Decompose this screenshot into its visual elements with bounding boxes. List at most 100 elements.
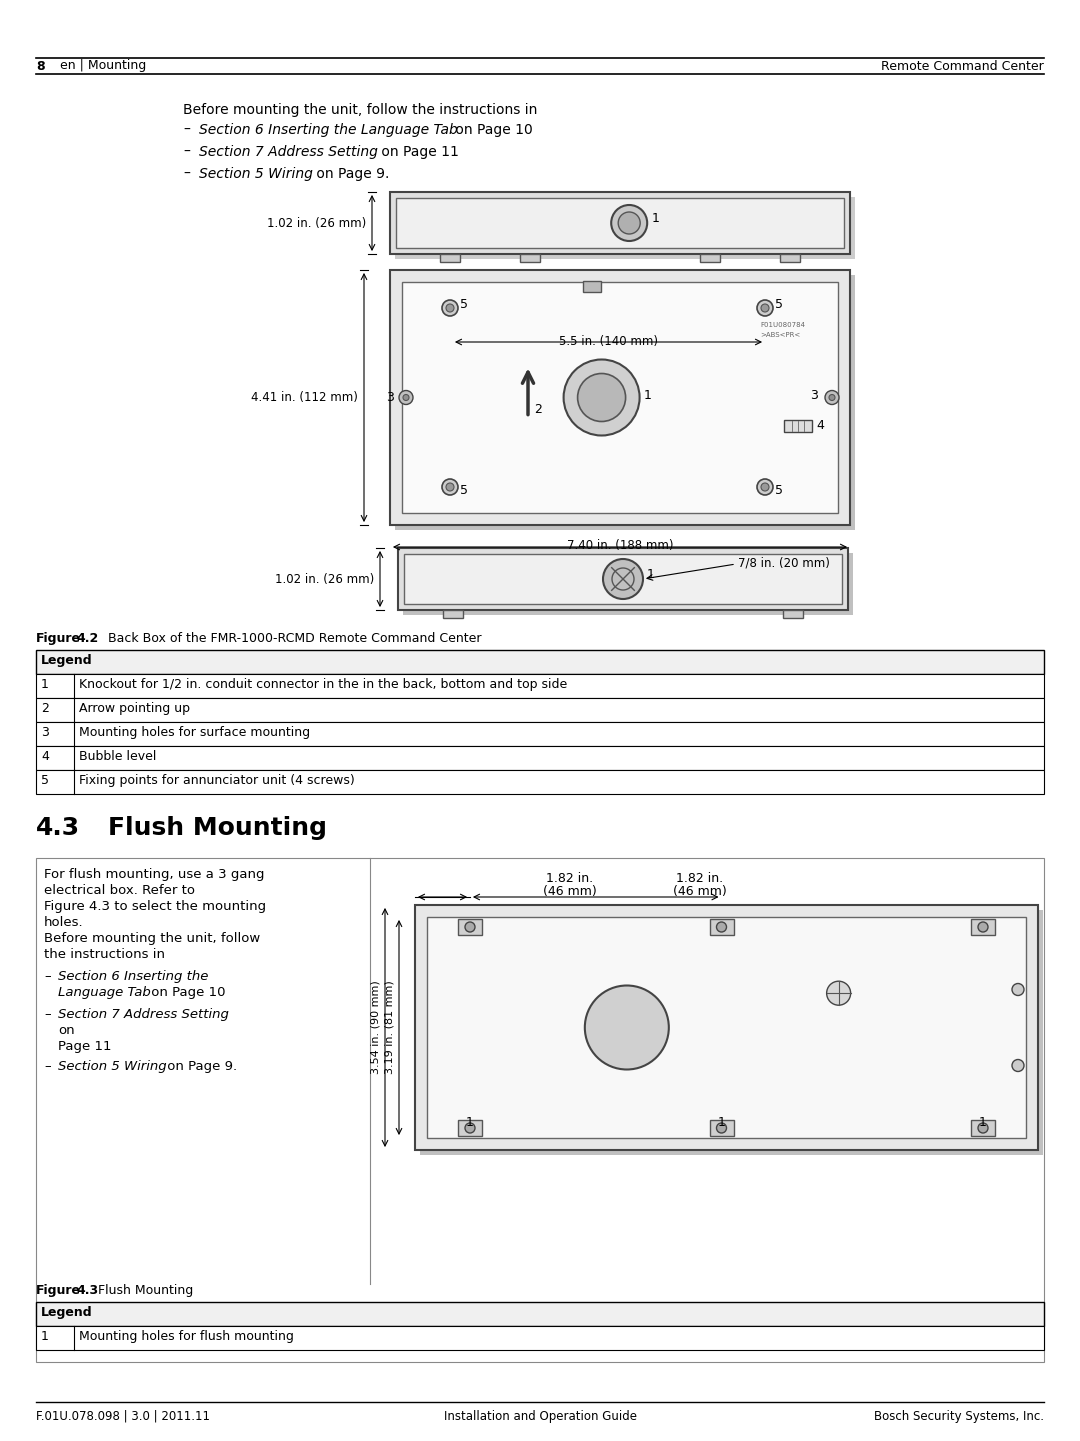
Bar	[36, 674, 1044, 697]
Bar	[780, 254, 800, 262]
Text: Flush Mounting: Flush Mounting	[108, 816, 327, 840]
Bar	[36, 1326, 1044, 1350]
Bar	[395, 197, 855, 259]
Text: 5: 5	[775, 297, 783, 310]
Text: Legend: Legend	[41, 1306, 93, 1319]
Text: Language Tab: Language Tab	[58, 986, 151, 999]
Text: 1.82 in.: 1.82 in.	[546, 872, 594, 885]
Text: 5.5 in. (140 mm): 5.5 in. (140 mm)	[559, 334, 658, 347]
Text: 5: 5	[775, 484, 783, 497]
Bar	[403, 553, 853, 615]
Text: on Page 9.: on Page 9.	[312, 167, 390, 182]
Bar	[390, 269, 850, 525]
Circle shape	[826, 981, 851, 1006]
Circle shape	[585, 986, 669, 1069]
Text: on Page 9.: on Page 9.	[163, 1061, 238, 1074]
Text: on Page 10: on Page 10	[451, 122, 532, 137]
Bar	[36, 722, 1044, 746]
Text: F01U080784: F01U080784	[760, 321, 805, 329]
Text: Back Box of the FMR-1000-RCMD Remote Command Center: Back Box of the FMR-1000-RCMD Remote Com…	[108, 633, 482, 646]
Bar	[583, 281, 602, 293]
Text: Figure: Figure	[36, 1284, 81, 1297]
Text: 1.82 in.: 1.82 in.	[676, 872, 724, 885]
Bar	[427, 916, 1026, 1138]
Text: Mounting holes for surface mounting: Mounting holes for surface mounting	[79, 726, 310, 739]
Text: Arrow pointing up: Arrow pointing up	[79, 702, 190, 715]
Text: –: –	[183, 146, 190, 159]
Text: For flush mounting, use a 3 gang: For flush mounting, use a 3 gang	[44, 867, 265, 880]
Circle shape	[829, 395, 835, 401]
Text: 7/8 in. (20 mm): 7/8 in. (20 mm)	[738, 556, 829, 569]
Bar	[36, 1303, 1044, 1326]
Circle shape	[465, 1123, 475, 1133]
Text: Section 5 Wiring: Section 5 Wiring	[58, 1061, 166, 1074]
Text: electrical box. Refer to: electrical box. Refer to	[44, 883, 195, 896]
Text: 5: 5	[460, 297, 468, 310]
Text: 4.3: 4.3	[76, 1284, 98, 1297]
Circle shape	[611, 205, 647, 241]
Circle shape	[442, 300, 458, 316]
Text: 2: 2	[534, 403, 542, 416]
Text: 1: 1	[644, 389, 651, 402]
Text: 3: 3	[387, 391, 394, 403]
Text: Section 6 Inserting the Language Tab: Section 6 Inserting the Language Tab	[199, 122, 458, 137]
Text: 4.41 in. (112 mm): 4.41 in. (112 mm)	[252, 391, 357, 403]
Circle shape	[978, 1123, 988, 1133]
Circle shape	[761, 304, 769, 313]
Bar	[783, 610, 804, 618]
Text: 8: 8	[36, 59, 44, 72]
Text: 5: 5	[460, 484, 468, 497]
Text: 3: 3	[41, 726, 49, 739]
Circle shape	[465, 922, 475, 932]
Text: 4.3: 4.3	[36, 816, 80, 840]
Bar	[402, 282, 838, 513]
Text: 1: 1	[717, 1115, 726, 1128]
Text: Before mounting the unit, follow the instructions in: Before mounting the unit, follow the ins…	[183, 102, 538, 117]
Text: on Page 10: on Page 10	[147, 986, 226, 999]
Circle shape	[403, 395, 409, 401]
Circle shape	[716, 1123, 727, 1133]
Text: Flush Mounting: Flush Mounting	[98, 1284, 193, 1297]
Text: 7.40 in. (188 mm): 7.40 in. (188 mm)	[567, 539, 673, 552]
Bar	[36, 857, 1044, 1362]
Circle shape	[446, 483, 454, 491]
Text: Section 7 Address Setting: Section 7 Address Setting	[199, 146, 378, 159]
Text: 4: 4	[41, 749, 49, 762]
Bar	[440, 254, 460, 262]
Text: 1.02 in. (26 mm): 1.02 in. (26 mm)	[274, 572, 374, 585]
Circle shape	[1012, 1059, 1024, 1072]
Bar	[36, 650, 1044, 674]
Bar	[971, 919, 995, 935]
Text: F.01U.078.098 | 3.0 | 2011.11: F.01U.078.098 | 3.0 | 2011.11	[36, 1409, 210, 1424]
Text: Section 5 Wiring: Section 5 Wiring	[199, 167, 313, 182]
Text: Figure: Figure	[36, 633, 81, 646]
Bar	[971, 1120, 995, 1136]
Circle shape	[978, 922, 988, 932]
Text: Page 11: Page 11	[58, 1040, 111, 1053]
Bar	[420, 911, 1043, 1156]
Text: 1: 1	[41, 679, 49, 692]
Circle shape	[761, 483, 769, 491]
Text: 1: 1	[647, 569, 654, 582]
Circle shape	[716, 922, 727, 932]
Text: en | Mounting: en | Mounting	[60, 59, 146, 72]
Bar	[395, 275, 855, 530]
Text: –: –	[44, 1009, 51, 1022]
Bar	[36, 746, 1044, 769]
Bar	[784, 419, 812, 431]
Text: –: –	[183, 122, 190, 137]
Text: 1: 1	[467, 1115, 474, 1128]
Bar	[458, 919, 482, 935]
Text: 3: 3	[810, 389, 818, 402]
Text: (46 mm): (46 mm)	[673, 885, 727, 898]
Circle shape	[618, 212, 640, 233]
Bar	[396, 197, 843, 248]
Text: –: –	[183, 167, 190, 182]
Bar	[390, 192, 850, 254]
Circle shape	[399, 391, 413, 405]
Bar	[443, 610, 463, 618]
Text: –: –	[44, 1061, 51, 1074]
Bar	[404, 553, 842, 604]
Text: Installation and Operation Guide: Installation and Operation Guide	[444, 1409, 636, 1424]
Text: 2: 2	[41, 702, 49, 715]
